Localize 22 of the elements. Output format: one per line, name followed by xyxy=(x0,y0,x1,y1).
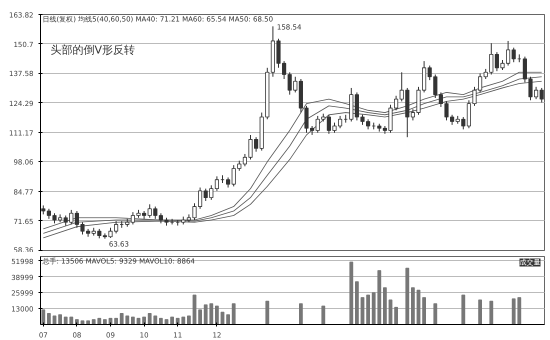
bar xyxy=(372,292,376,324)
bar xyxy=(265,300,270,324)
bar xyxy=(433,303,438,324)
bar xyxy=(69,316,74,324)
bar xyxy=(517,297,522,324)
bar xyxy=(232,303,236,324)
bar xyxy=(181,316,186,324)
bar xyxy=(349,262,354,324)
bar xyxy=(512,298,516,324)
text: 头部的倒V形反转 xyxy=(50,44,136,56)
bar xyxy=(209,303,214,324)
bar xyxy=(478,300,482,324)
bar xyxy=(64,316,68,324)
bar xyxy=(405,268,410,324)
bar xyxy=(120,312,124,324)
bar xyxy=(148,312,152,324)
bar xyxy=(299,303,303,324)
bar xyxy=(377,270,382,324)
bar xyxy=(204,304,208,324)
bar xyxy=(489,300,494,324)
bar xyxy=(321,306,326,324)
bar xyxy=(461,294,466,324)
